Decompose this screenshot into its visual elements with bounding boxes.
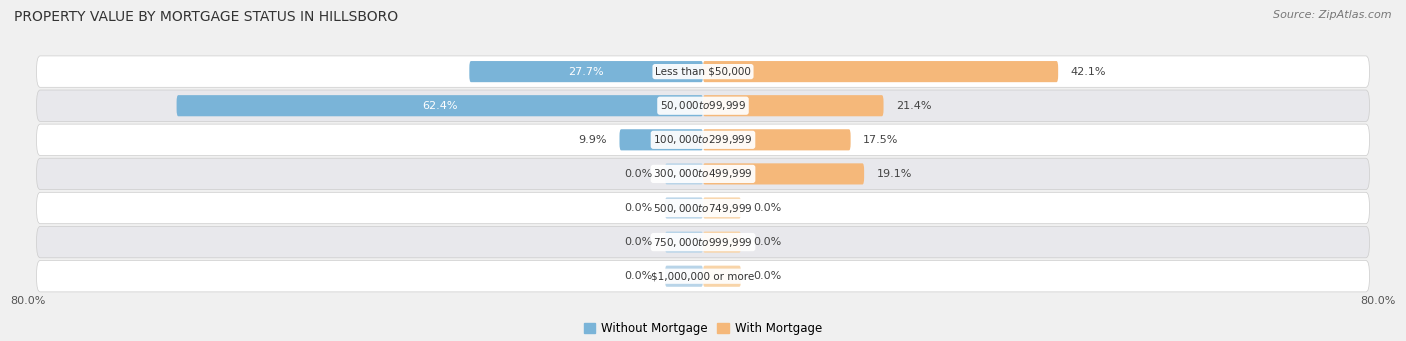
FancyBboxPatch shape [665,232,703,253]
FancyBboxPatch shape [37,56,1369,87]
FancyBboxPatch shape [470,61,703,82]
Text: 0.0%: 0.0% [624,203,652,213]
Text: 0.0%: 0.0% [754,203,782,213]
Text: 0.0%: 0.0% [624,169,652,179]
FancyBboxPatch shape [703,95,883,116]
Text: Less than $50,000: Less than $50,000 [655,66,751,77]
Text: 0.0%: 0.0% [624,271,652,281]
FancyBboxPatch shape [37,226,1369,258]
Text: 9.9%: 9.9% [578,135,607,145]
FancyBboxPatch shape [177,95,703,116]
Text: $500,000 to $749,999: $500,000 to $749,999 [654,202,752,214]
FancyBboxPatch shape [665,163,703,184]
FancyBboxPatch shape [703,129,851,150]
FancyBboxPatch shape [703,266,741,287]
FancyBboxPatch shape [37,90,1369,121]
Text: 0.0%: 0.0% [754,271,782,281]
Text: 62.4%: 62.4% [422,101,457,111]
Text: $1,000,000 or more: $1,000,000 or more [651,271,755,281]
Text: Source: ZipAtlas.com: Source: ZipAtlas.com [1274,10,1392,20]
FancyBboxPatch shape [37,261,1369,292]
Text: 0.0%: 0.0% [754,237,782,247]
Text: $50,000 to $99,999: $50,000 to $99,999 [659,99,747,112]
FancyBboxPatch shape [703,197,741,219]
FancyBboxPatch shape [37,158,1369,190]
Text: 21.4%: 21.4% [896,101,932,111]
FancyBboxPatch shape [665,197,703,219]
Text: PROPERTY VALUE BY MORTGAGE STATUS IN HILLSBORO: PROPERTY VALUE BY MORTGAGE STATUS IN HIL… [14,10,398,24]
Text: 27.7%: 27.7% [568,66,605,77]
Legend: Without Mortgage, With Mortgage: Without Mortgage, With Mortgage [579,317,827,340]
FancyBboxPatch shape [703,163,865,184]
FancyBboxPatch shape [703,61,1059,82]
FancyBboxPatch shape [665,266,703,287]
Text: $300,000 to $499,999: $300,000 to $499,999 [654,167,752,180]
Text: $750,000 to $999,999: $750,000 to $999,999 [654,236,752,249]
FancyBboxPatch shape [37,124,1369,155]
Text: 42.1%: 42.1% [1071,66,1107,77]
FancyBboxPatch shape [620,129,703,150]
Text: $100,000 to $299,999: $100,000 to $299,999 [654,133,752,146]
Text: 0.0%: 0.0% [624,237,652,247]
Text: 17.5%: 17.5% [863,135,898,145]
Text: 19.1%: 19.1% [877,169,912,179]
FancyBboxPatch shape [37,192,1369,224]
FancyBboxPatch shape [703,232,741,253]
